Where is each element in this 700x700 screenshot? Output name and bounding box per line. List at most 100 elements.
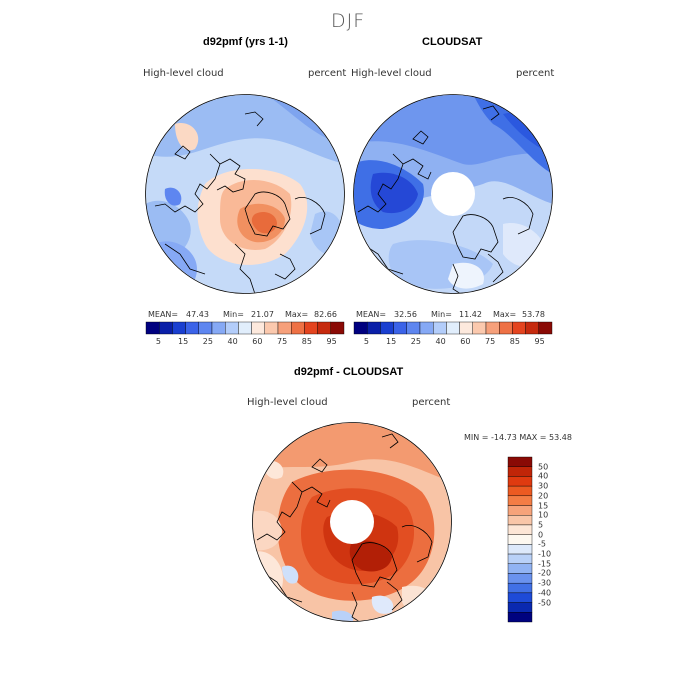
colorbar-swatch bbox=[538, 321, 553, 335]
colorbar-swatch bbox=[512, 321, 526, 335]
model-colorbar bbox=[145, 321, 345, 335]
figure-title: DJF bbox=[331, 10, 366, 32]
colorbar-tick-label: -10 bbox=[538, 549, 552, 559]
diff-units-label: percent bbox=[412, 397, 451, 408]
colorbar-tick-label: 40 bbox=[227, 337, 238, 346]
colorbar-swatch bbox=[158, 321, 173, 335]
colorbar-tick-label: 15 bbox=[178, 337, 189, 346]
colorbar-tick-label: 5 bbox=[155, 337, 161, 346]
colorbar-tick-label: 15 bbox=[386, 337, 397, 346]
colorbar-tick-label: 15 bbox=[538, 501, 549, 511]
colorbar-swatch bbox=[446, 321, 460, 335]
colorbar-swatch bbox=[507, 476, 533, 487]
colorbar-tick-label: -15 bbox=[538, 559, 552, 569]
colorbar-tick-label: 10 bbox=[538, 510, 549, 520]
diff-colorbar-ticks: 50 40 30 20 15 10 5 0 -5 -10 -15 -20 -30 -40 -50 bbox=[538, 457, 578, 622]
colorbar-swatch bbox=[419, 321, 434, 335]
colorbar-tick-label: 60 bbox=[460, 337, 471, 346]
colorbar-swatch bbox=[507, 573, 533, 584]
colorbar-swatch bbox=[507, 582, 533, 594]
colorbar-tick-label: -30 bbox=[538, 578, 552, 588]
colorbar-swatch bbox=[507, 515, 533, 526]
colorbar-swatch bbox=[507, 524, 533, 535]
colorbar-tick-label: -50 bbox=[538, 598, 552, 608]
diff-variable-label: High-level cloud bbox=[247, 397, 328, 408]
colorbar-swatch bbox=[264, 321, 279, 335]
obs-mean-value: 32.56 bbox=[394, 310, 417, 319]
colorbar-swatch bbox=[304, 321, 318, 335]
colorbar-swatch bbox=[290, 321, 305, 335]
colorbar-swatch bbox=[507, 544, 533, 555]
colorbar-swatch bbox=[198, 321, 213, 335]
model-min-value: 21.07 bbox=[251, 310, 274, 319]
colorbar-tick-label: -40 bbox=[538, 588, 552, 598]
diff-panel-title: d92pmf - CLOUDSAT bbox=[294, 366, 404, 378]
colorbar-swatch bbox=[525, 321, 540, 335]
colorbar-tick-label: 95 bbox=[326, 337, 337, 346]
colorbar-tick-label: -5 bbox=[538, 539, 546, 549]
obs-units-label: percent bbox=[516, 68, 555, 79]
model-mean-value: 47.43 bbox=[186, 310, 209, 319]
obs-colorbar bbox=[353, 321, 553, 335]
colorbar-swatch bbox=[507, 485, 533, 497]
colorbar-tick-label: 5 bbox=[363, 337, 369, 346]
model-mean-label: MEAN= bbox=[148, 310, 179, 319]
colorbar-tick-label: 85 bbox=[509, 337, 520, 346]
colorbar-swatch bbox=[172, 321, 186, 335]
colorbar-tick-label: 20 bbox=[538, 491, 549, 501]
colorbar-tick-label: -20 bbox=[538, 568, 552, 578]
colorbar-swatch bbox=[211, 321, 226, 335]
colorbar-swatch bbox=[507, 495, 533, 506]
colorbar-swatch bbox=[507, 563, 533, 574]
colorbar-swatch bbox=[277, 321, 292, 335]
colorbar-tick-label: 50 bbox=[538, 462, 549, 472]
model-units-label: percent bbox=[308, 68, 347, 79]
model-min-label: Min= bbox=[223, 310, 244, 319]
obs-max-value: 53.78 bbox=[522, 310, 545, 319]
diff-polar-map bbox=[252, 422, 452, 622]
colorbar-swatch bbox=[406, 321, 421, 335]
colorbar-tick-label: 85 bbox=[301, 337, 312, 346]
colorbar-tick-label: 25 bbox=[410, 337, 421, 346]
colorbar-tick-label: 75 bbox=[485, 337, 496, 346]
colorbar-swatch bbox=[507, 466, 533, 477]
colorbar-swatch bbox=[472, 321, 487, 335]
obs-polar-map bbox=[353, 94, 553, 294]
colorbar-swatch bbox=[224, 321, 239, 335]
colorbar-swatch bbox=[507, 456, 533, 467]
model-colorbar-ticks: 5 15 25 40 60 75 85 95 bbox=[146, 337, 344, 349]
colorbar-tick-label: 40 bbox=[435, 337, 446, 346]
colorbar-swatch bbox=[145, 321, 160, 335]
colorbar-swatch bbox=[507, 592, 533, 603]
colorbar-tick-label: 30 bbox=[538, 481, 549, 491]
colorbar-swatch bbox=[393, 321, 407, 335]
model-variable-label: High-level cloud bbox=[143, 68, 224, 79]
colorbar-swatch bbox=[366, 321, 381, 335]
model-max-value: 82.66 bbox=[314, 310, 337, 319]
model-max-label: Max= bbox=[285, 310, 309, 319]
obs-mean-label: MEAN= bbox=[356, 310, 387, 319]
colorbar-swatch bbox=[353, 321, 368, 335]
colorbar-tick-label: 40 bbox=[538, 471, 549, 481]
colorbar-swatch bbox=[251, 321, 265, 335]
colorbar-swatch bbox=[185, 321, 199, 335]
obs-variable-label: High-level cloud bbox=[351, 68, 432, 79]
colorbar-tick-label: 25 bbox=[202, 337, 213, 346]
colorbar-swatch bbox=[507, 612, 533, 623]
colorbar-tick-label: 60 bbox=[252, 337, 263, 346]
colorbar-swatch bbox=[485, 321, 500, 335]
colorbar-swatch bbox=[317, 321, 332, 335]
colorbar-swatch bbox=[238, 321, 252, 335]
colorbar-swatch bbox=[507, 553, 533, 564]
diff-minmax-readout: MIN = -14.73 MAX = 53.48 bbox=[464, 433, 572, 442]
model-polar-map bbox=[145, 94, 345, 294]
obs-min-label: Min= bbox=[431, 310, 452, 319]
colorbar-swatch bbox=[459, 321, 473, 335]
diff-colorbar bbox=[507, 456, 533, 623]
colorbar-swatch bbox=[498, 321, 513, 335]
colorbar-tick-label: 75 bbox=[277, 337, 288, 346]
colorbar-swatch bbox=[507, 602, 533, 613]
colorbar-swatch bbox=[507, 534, 533, 545]
colorbar-tick-label: 95 bbox=[534, 337, 545, 346]
model-panel-title: d92pmf (yrs 1-1) bbox=[203, 36, 288, 48]
